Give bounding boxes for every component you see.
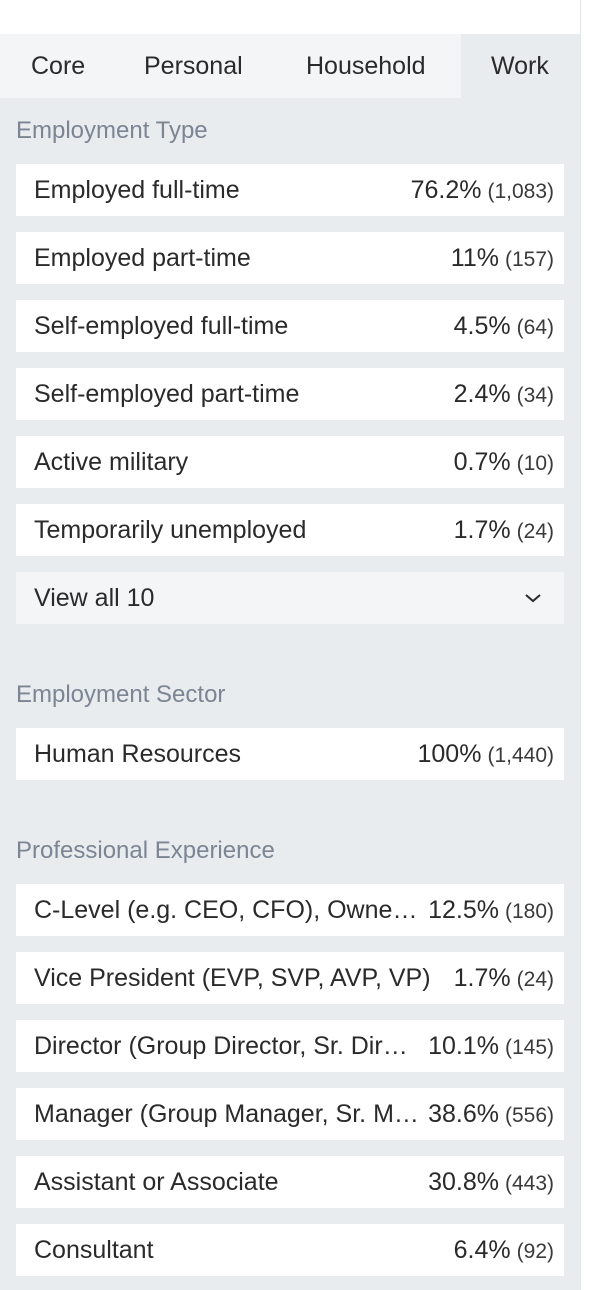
chevron-down-icon (525, 594, 541, 603)
row-label: Self-employed full-time (34, 311, 289, 340)
row-count: (180) (504, 899, 554, 923)
row-value: 100% (1,440) (418, 740, 555, 769)
row-label: Employed part-time (34, 243, 251, 272)
row-label: Director (Group Director, Sr. Director, … (34, 1031, 428, 1060)
scrollbar-track (580, 0, 598, 1290)
row-label: Consultant (34, 1235, 154, 1264)
list-item: Employed part-time 11% (157) (16, 232, 564, 284)
list-item: Active military 0.7% (10) (16, 436, 564, 488)
row-percent: 4.5% (453, 311, 511, 340)
list-item: Employed full-time 76.2% (1,083) (16, 164, 564, 216)
row-count: (556) (504, 1103, 554, 1127)
row-count: (34) (516, 383, 554, 407)
row-value: 4.5% (64) (454, 312, 554, 341)
row-label: Human Resources (34, 739, 242, 768)
employment-type-title: Employment Type (16, 117, 208, 144)
row-value: 76.2% (1,083) (411, 176, 554, 205)
row-label: Temporarily unemployed (34, 515, 307, 544)
row-percent: 1.7% (453, 515, 511, 544)
tab-personal[interactable]: Personal (144, 52, 243, 80)
row-value: 2.4% (34) (454, 380, 554, 409)
audience-profile-panel: Core Personal Household Work Employment … (0, 34, 580, 1290)
row-label: Self-employed part-time (34, 379, 300, 408)
row-count: (64) (516, 315, 554, 339)
row-label: C-Level (e.g. CEO, CFO), Owner, Partner,… (34, 895, 428, 924)
row-value: 38.6% (556) (428, 1100, 554, 1129)
tab-household[interactable]: Household (306, 52, 426, 80)
row-label: Employed full-time (34, 175, 240, 204)
row-value: 11% (157) (451, 244, 554, 273)
view-all-label: View all 10 (34, 583, 155, 612)
row-value: 12.5% (180) (428, 896, 554, 925)
list-item: Self-employed full-time 4.5% (64) (16, 300, 564, 352)
row-percent: 12.5% (428, 895, 499, 924)
row-count: (10) (516, 451, 554, 475)
row-percent: 1.7% (453, 963, 511, 992)
row-count: (24) (516, 519, 554, 543)
row-percent: 10.1% (428, 1031, 499, 1060)
list-item: Self-employed part-time 2.4% (34) (16, 368, 564, 420)
row-label: Active military (34, 447, 189, 476)
row-value: 1.7% (24) (454, 964, 554, 993)
row-label: Assistant or Associate (34, 1167, 279, 1196)
row-count: (1,083) (487, 179, 554, 203)
row-count: (24) (516, 967, 554, 991)
row-percent: 11% (450, 243, 499, 272)
row-label: Manager (Group Manager, Sr. Manager, Man… (34, 1099, 428, 1128)
professional-experience-title: Professional Experience (16, 837, 275, 864)
row-count: (157) (504, 247, 554, 271)
list-item: Director (Group Director, Sr. Director, … (16, 1020, 564, 1072)
row-value: 6.4% (92) (454, 1236, 554, 1265)
row-percent: 0.7% (453, 447, 511, 476)
row-count: (443) (504, 1171, 554, 1195)
employment-sector-title: Employment Sector (16, 681, 226, 708)
row-percent: 2.4% (453, 379, 511, 408)
row-value: 10.1% (145) (428, 1032, 554, 1061)
row-count: (145) (504, 1035, 554, 1059)
list-item: Consultant 6.4% (92) (16, 1224, 564, 1276)
list-item: C-Level (e.g. CEO, CFO), Owner, Partner,… (16, 884, 564, 936)
row-value: 30.8% (443) (428, 1168, 554, 1197)
row-count: (92) (516, 1239, 554, 1263)
view-all-button[interactable]: View all 10 (16, 572, 564, 624)
row-percent: 76.2% (410, 175, 482, 204)
list-item: Human Resources 100% (1,440) (16, 728, 564, 780)
row-percent: 100% (417, 739, 482, 768)
tab-bar: Core Personal Household Work (0, 34, 580, 98)
row-label: Vice President (EVP, SVP, AVP, VP) (34, 963, 431, 992)
list-item: Temporarily unemployed 1.7% (24) (16, 504, 564, 556)
row-value: 1.7% (24) (454, 516, 554, 545)
list-item: Assistant or Associate 30.8% (443) (16, 1156, 564, 1208)
list-item: Vice President (EVP, SVP, AVP, VP) 1.7%(… (16, 952, 564, 1004)
row-count: (1,440) (487, 743, 554, 767)
row-percent: 38.6% (428, 1099, 499, 1128)
tab-work[interactable]: Work (461, 34, 580, 98)
row-value: 0.7% (10) (454, 448, 554, 477)
row-percent: 6.4% (453, 1235, 511, 1264)
row-percent: 30.8% (428, 1167, 499, 1196)
list-item: Manager (Group Manager, Sr. Manager, Man… (16, 1088, 564, 1140)
tab-core[interactable]: Core (31, 52, 86, 80)
